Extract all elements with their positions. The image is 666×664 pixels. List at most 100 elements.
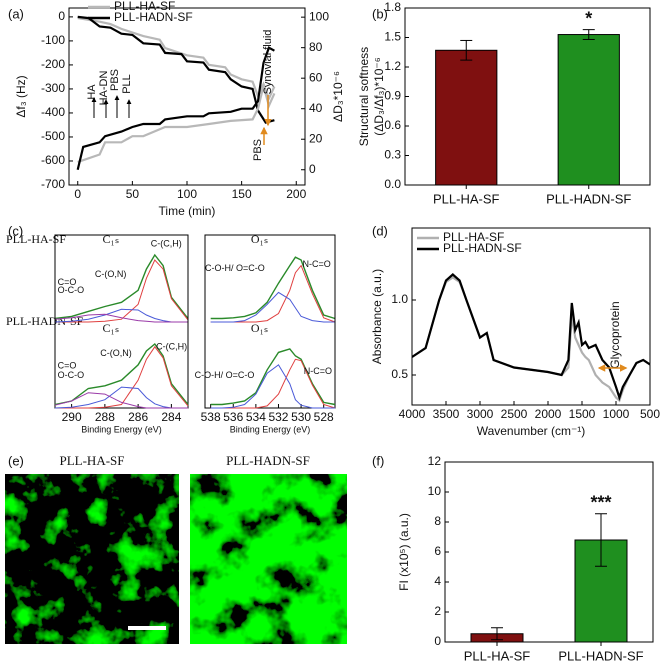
x-tick-label: 50 [126, 187, 140, 201]
annotation: Glycoprotein [608, 301, 622, 368]
micrograph [190, 474, 347, 644]
micrograph [5, 474, 179, 644]
spectrum-line [210, 291, 335, 323]
y-tick-label: 0.9 [384, 89, 401, 103]
y-tick-label: 0.3 [384, 148, 401, 162]
spectrum-title: C₁ₛ [103, 232, 120, 246]
annotation: Synovial fluid [262, 30, 274, 95]
y2-axis-label: ΔD₃*10⁻⁶ [331, 71, 345, 122]
y-tick-label: 1.2 [384, 59, 401, 73]
spectrum-line [210, 358, 336, 409]
spectrum-line [54, 386, 188, 409]
y-tick-label: 0.6 [384, 118, 401, 132]
y-tick-label: 10 [428, 484, 442, 498]
peak-label: N-C=O [304, 366, 332, 376]
spectrum-line [54, 392, 188, 409]
y-tick-label: -100 [41, 33, 65, 47]
y-tick-label: 1.5 [384, 30, 401, 44]
spectrum-line [210, 256, 336, 320]
y-tick-label: 80 [309, 40, 323, 54]
significance: * [585, 8, 592, 28]
x-axis-label: Binding Energy (eV) [230, 424, 311, 434]
x-tick-label: 0 [74, 187, 81, 201]
bar [557, 34, 620, 186]
y-tick-label: 12 [428, 454, 442, 468]
y-tick-label: -500 [41, 129, 65, 143]
x-tick-label: 1500 [569, 407, 596, 421]
panel-letter: (d) [372, 223, 388, 238]
x-tick-label: 3500 [433, 407, 460, 421]
y-tick-label: 0 [309, 162, 316, 176]
x-axis-label: Binding Energy (eV) [81, 424, 162, 434]
spectrum-line [55, 345, 189, 409]
x-tick-label: 150 [232, 187, 252, 201]
spectrum-title: O₁ₛ [251, 321, 268, 335]
x-tick-label: 284 [161, 410, 181, 424]
image-title: PLL-HADN-SF [226, 453, 310, 468]
x-tick-label: 534 [246, 410, 266, 424]
y-axis-label: (ΔD₃/Δf₃)*10⁻⁶ [372, 57, 386, 135]
peak-label: O-C-O [58, 370, 85, 380]
y-tick-label: -700 [41, 177, 65, 191]
annotation: PBS [252, 139, 264, 161]
peak-label: C=O [58, 360, 77, 370]
x-axis-label: Time (min) [159, 204, 216, 218]
panel-letter: (b) [372, 6, 388, 21]
plot-frame [204, 234, 336, 409]
spectrum-line [55, 259, 189, 323]
y-axis-label: Structural softness [357, 47, 371, 146]
peak-label: C-O-H/ O=C-O [205, 263, 265, 273]
x-tick-label: PLL-HADN-SF [558, 648, 643, 663]
spectrum-title: O₁ₛ [251, 232, 268, 246]
spectrum-line [54, 253, 189, 320]
plot-frame [54, 234, 189, 409]
data-line [411, 273, 651, 402]
x-tick-label: 2500 [501, 407, 528, 421]
y-tick-label: 60 [309, 70, 323, 84]
y-tick-label: 40 [309, 101, 323, 115]
y-axis-label: Δf₃ (Hz) [14, 75, 28, 117]
peak-label: C=O [58, 277, 77, 287]
y-tick-label: -400 [41, 105, 65, 119]
x-tick-label: PLL-HA-SF [464, 648, 531, 663]
data-line [77, 85, 276, 164]
spectrum-line [54, 313, 188, 323]
annotation: PLL [121, 74, 133, 94]
panel-letter: (e) [8, 453, 24, 468]
spectrum-line [54, 308, 188, 323]
peak-label: C-(O,N) [100, 348, 132, 358]
panel-letter: (a) [8, 6, 24, 21]
y-tick-label: 1.0 [391, 292, 408, 306]
x-tick-label: 530 [291, 410, 311, 424]
x-tick-label: 536 [223, 410, 243, 424]
y-tick-label: -600 [41, 153, 65, 167]
panel-letter: (f) [372, 453, 384, 468]
y-tick-label: 0.0 [384, 177, 401, 191]
significance: *** [590, 493, 611, 513]
x-tick-label: 200 [286, 187, 306, 201]
x-tick-label: 500 [640, 407, 660, 421]
peak-label: O-C-O [58, 285, 85, 295]
y-axis-label: Absorbance (a.u.) [370, 269, 384, 364]
y-axis-label: FI (x10⁵) (a.u.) [397, 513, 411, 591]
annotation: HA-DN [98, 71, 110, 106]
x-tick-label: 532 [268, 410, 288, 424]
annotation: PBS [109, 69, 121, 91]
y-tick-label: -200 [41, 57, 65, 71]
x-tick-label: 2000 [535, 407, 562, 421]
legend-label: PLL-HA-SF [443, 230, 504, 244]
x-axis-label: Wavenumber (cm⁻¹) [477, 424, 586, 438]
x-tick-label: 100 [177, 187, 197, 201]
x-tick-label: 288 [95, 410, 115, 424]
x-tick-label: 528 [314, 410, 334, 424]
peak-label: N-C=O [303, 259, 331, 269]
image-title: PLL-HA-SF [59, 453, 124, 468]
plot-frame [411, 227, 651, 406]
x-tick-label: PLL-HA-SF [433, 191, 500, 206]
legend-label: PLL-HA-SF [114, 0, 175, 13]
bar [435, 49, 498, 186]
y-tick-label: 20 [309, 131, 323, 145]
data-line [77, 15, 275, 124]
y-tick-label: 0 [58, 9, 65, 23]
legend-label: PLL-HADN-SF [114, 10, 193, 24]
